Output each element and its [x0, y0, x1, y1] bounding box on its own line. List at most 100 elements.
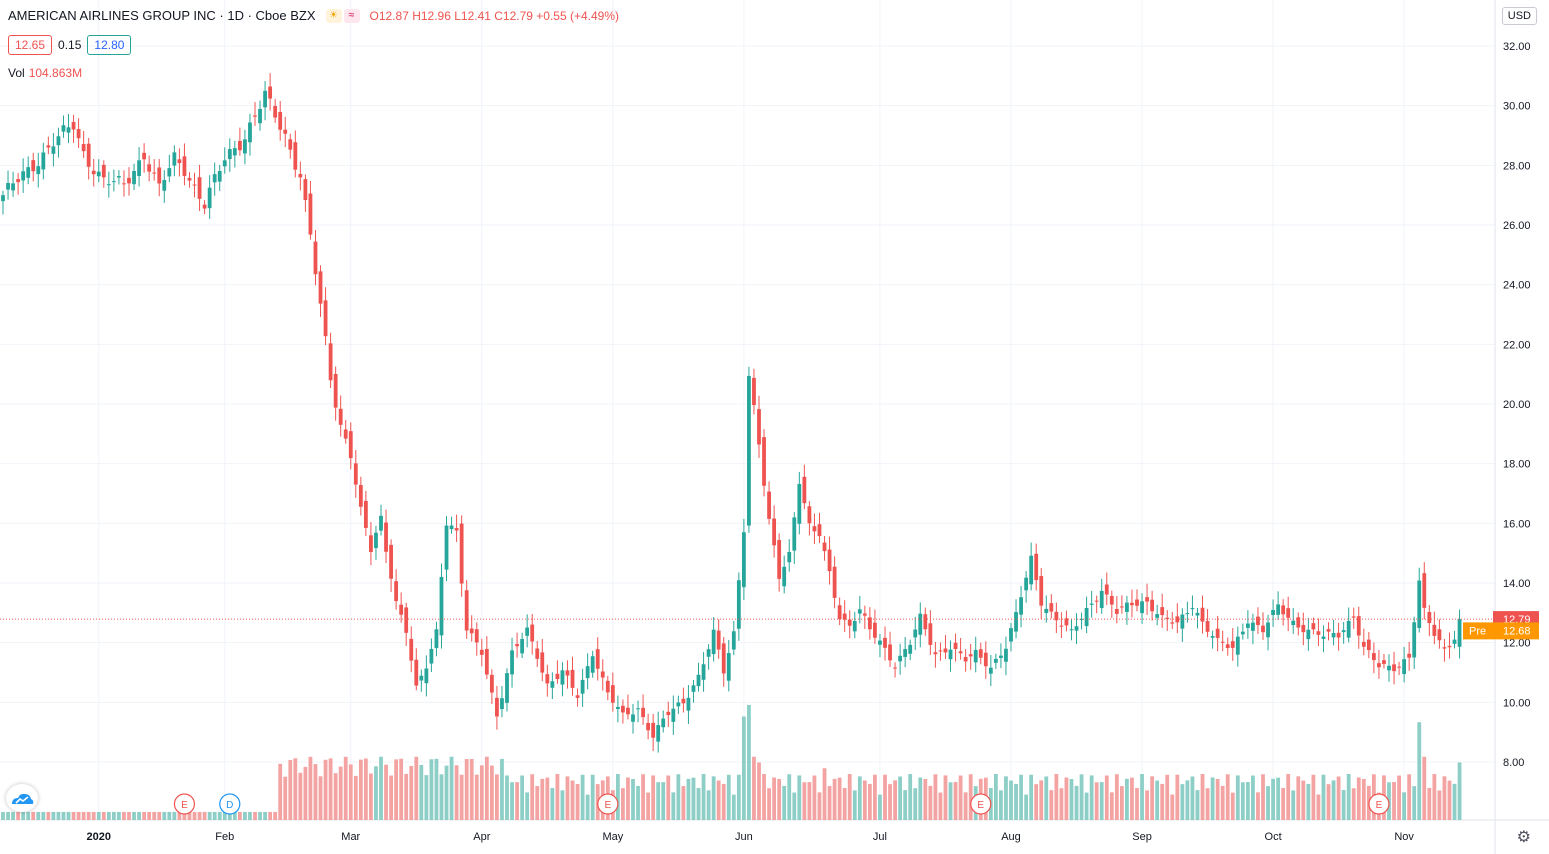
candle-body [540, 652, 545, 673]
volume-bar [61, 811, 66, 820]
volume-bar [1079, 774, 1084, 820]
candle-body [207, 187, 212, 209]
currency-button[interactable]: USD [1501, 7, 1537, 25]
volume-bar [479, 765, 484, 820]
volume-bar [197, 811, 202, 820]
premarket-tag [1463, 622, 1539, 640]
candle-body [263, 90, 267, 108]
candle-body [752, 377, 756, 406]
candle-body [1185, 613, 1190, 615]
candle-body [918, 613, 923, 635]
volume-bar [1135, 787, 1139, 820]
candle-body [414, 659, 419, 686]
candle-body [489, 674, 494, 693]
volume-bar [928, 785, 933, 820]
candle-body [525, 627, 530, 636]
candle-body [1432, 624, 1437, 636]
volume-bar [449, 756, 454, 820]
volume-bar [1185, 780, 1190, 820]
volume-bar [721, 783, 726, 820]
candle-body [182, 156, 187, 176]
candle-body [520, 638, 525, 654]
volume-bar [1009, 780, 1013, 820]
event-marker[interactable] [597, 793, 619, 815]
volume-bar [207, 811, 212, 820]
approx-icon[interactable]: ≈ [343, 8, 360, 23]
volume-value: 104.863M [28, 66, 83, 80]
event-marker-label: E [977, 800, 984, 811]
candle-body [631, 714, 635, 722]
ask-price[interactable]: 12.80 [87, 35, 132, 55]
volume-bar [777, 778, 782, 820]
volume-bar [1225, 774, 1230, 820]
candle-body [147, 164, 152, 172]
candle-body [610, 685, 615, 703]
settings-gear-icon[interactable]: ⚙ [1516, 829, 1531, 846]
candle-body [1261, 625, 1265, 633]
candle-body [535, 648, 540, 659]
event-marker[interactable] [173, 793, 196, 815]
y-tick-label: 20.00 [1503, 399, 1531, 411]
volume-bar [1407, 774, 1412, 820]
sun-icon[interactable]: ☀ [325, 8, 342, 23]
volume-bar [298, 772, 303, 820]
volume-bar [353, 775, 358, 820]
candle-body [479, 649, 484, 655]
candle-body [636, 708, 640, 710]
volume-bar [31, 811, 36, 820]
candle-body [676, 702, 681, 707]
candle-body [172, 152, 177, 166]
volume-bar [893, 780, 897, 820]
candle-body [772, 518, 777, 546]
candle-body [1034, 553, 1039, 581]
event-marker[interactable] [970, 793, 992, 815]
volume-bar [515, 782, 519, 820]
candle-body [837, 605, 842, 620]
premarket-price: 12.68 [1503, 625, 1531, 637]
candle-body [701, 664, 706, 680]
candle-body [1084, 607, 1089, 627]
chart-header: AMERICAN AIRLINES GROUP INC · 1D · Cboe … [8, 8, 619, 23]
candle-body [1074, 626, 1079, 631]
volume-bar [308, 756, 313, 820]
candle-body [333, 373, 338, 408]
volume-bar [338, 766, 343, 820]
candle-body [1336, 632, 1341, 638]
candle-body [56, 136, 61, 146]
candle-body [1160, 607, 1165, 616]
candle-body [1301, 624, 1306, 633]
candle-body [202, 204, 207, 209]
volume-bar [1140, 774, 1144, 820]
candle-body [419, 675, 424, 681]
volume-bar [812, 775, 817, 820]
candle-body [31, 160, 36, 172]
volume-bar [1331, 780, 1336, 820]
volume-bar [747, 705, 751, 820]
volume-bar [520, 775, 525, 820]
volume-bar [913, 788, 918, 820]
candle-body [21, 171, 26, 181]
volume-bar [540, 778, 545, 820]
candle-body [666, 711, 671, 716]
event-marker[interactable] [1368, 793, 1390, 815]
bid-price[interactable]: 12.65 [8, 35, 53, 55]
volume-bar [1281, 787, 1286, 820]
candle-body [510, 650, 514, 675]
candle-body [1024, 577, 1029, 591]
candle-body [1225, 644, 1230, 649]
candle-body [706, 649, 711, 657]
candle-body [550, 681, 555, 688]
symbol-title[interactable]: AMERICAN AIRLINES GROUP INC · 1D · Cboe … [8, 8, 316, 23]
volume-bar [827, 786, 832, 820]
candle-body [1049, 603, 1054, 612]
candle-body [641, 707, 645, 718]
volume-bar [1099, 782, 1104, 820]
volume-bar [333, 773, 338, 820]
volume-bar [797, 775, 802, 820]
volume-bar [177, 811, 182, 820]
candle-body [464, 590, 469, 631]
tradingview-logo[interactable] [6, 784, 38, 812]
event-marker[interactable] [219, 793, 241, 815]
volume-bar [258, 811, 262, 820]
